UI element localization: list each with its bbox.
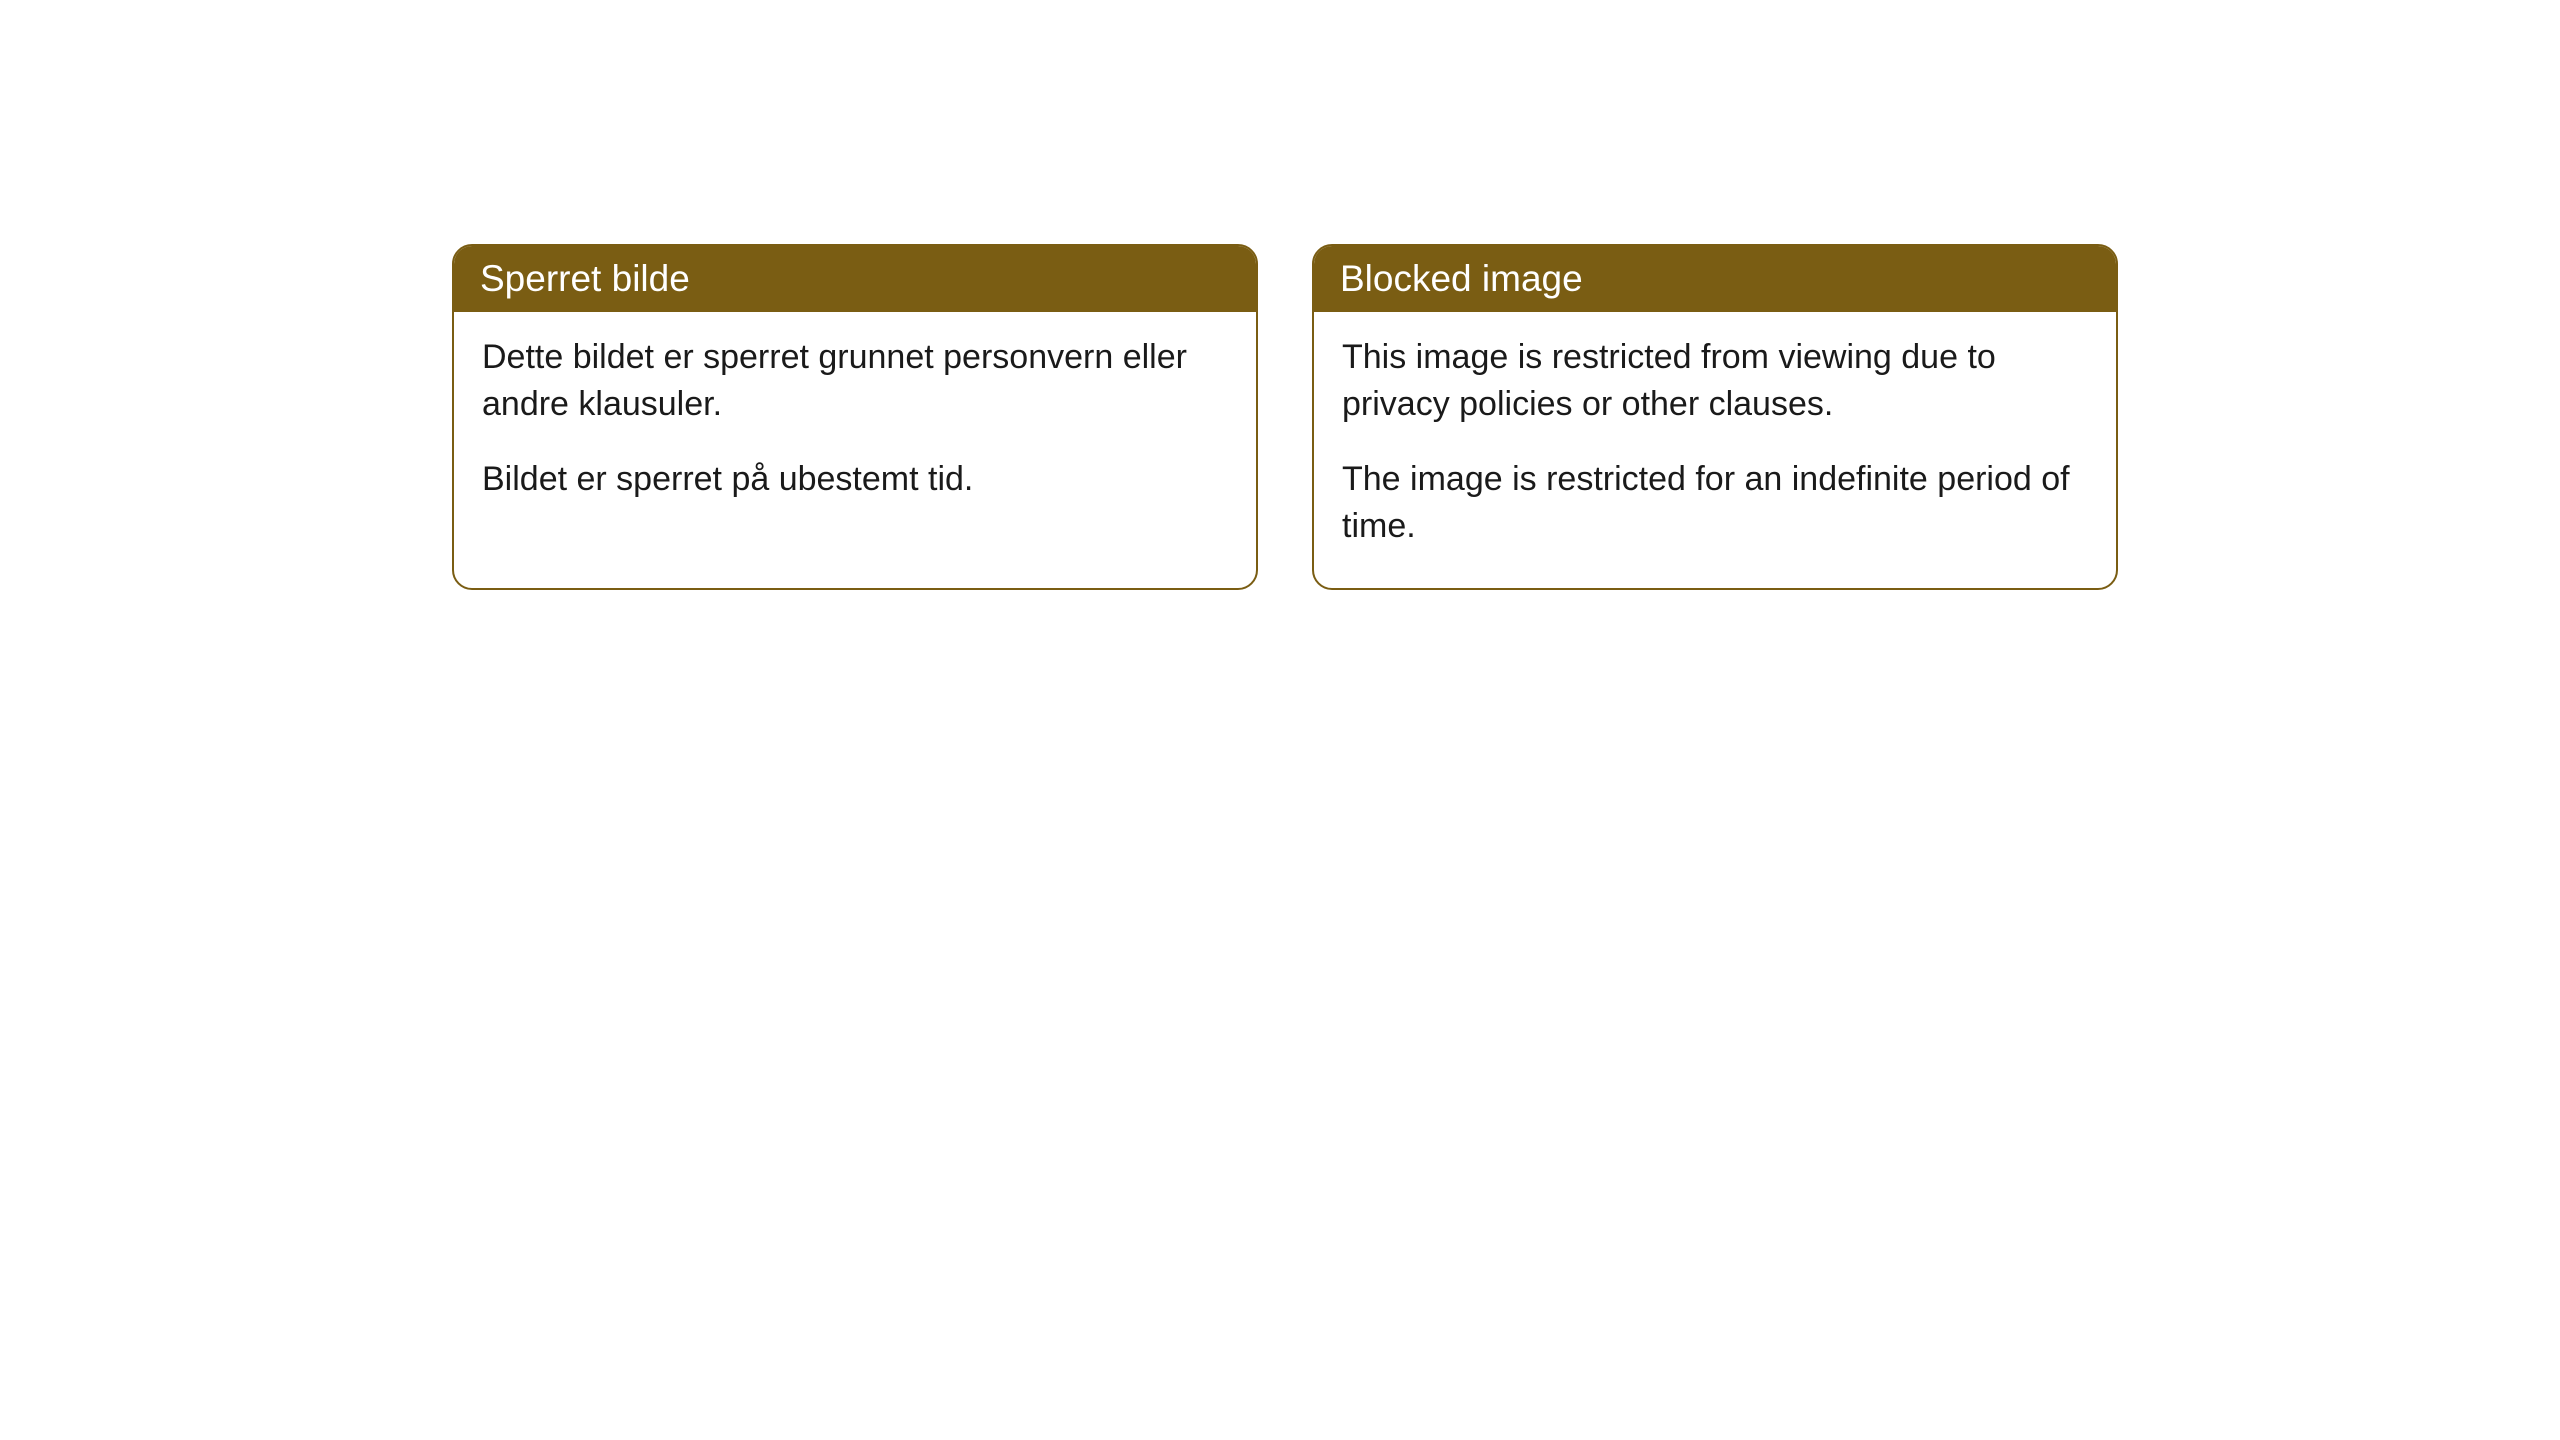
notice-text-line1: Dette bildet er sperret grunnet personve… (482, 334, 1228, 428)
card-body-english: This image is restricted from viewing du… (1314, 312, 2116, 588)
notice-card-norwegian: Sperret bilde Dette bildet er sperret gr… (452, 244, 1258, 590)
notice-text-line1: This image is restricted from viewing du… (1342, 334, 2088, 428)
notice-text-line2: Bildet er sperret på ubestemt tid. (482, 456, 1228, 503)
card-body-norwegian: Dette bildet er sperret grunnet personve… (454, 312, 1256, 541)
notice-cards-container: Sperret bilde Dette bildet er sperret gr… (0, 0, 2560, 590)
card-header-norwegian: Sperret bilde (454, 246, 1256, 312)
notice-card-english: Blocked image This image is restricted f… (1312, 244, 2118, 590)
card-header-english: Blocked image (1314, 246, 2116, 312)
notice-text-line2: The image is restricted for an indefinit… (1342, 456, 2088, 550)
